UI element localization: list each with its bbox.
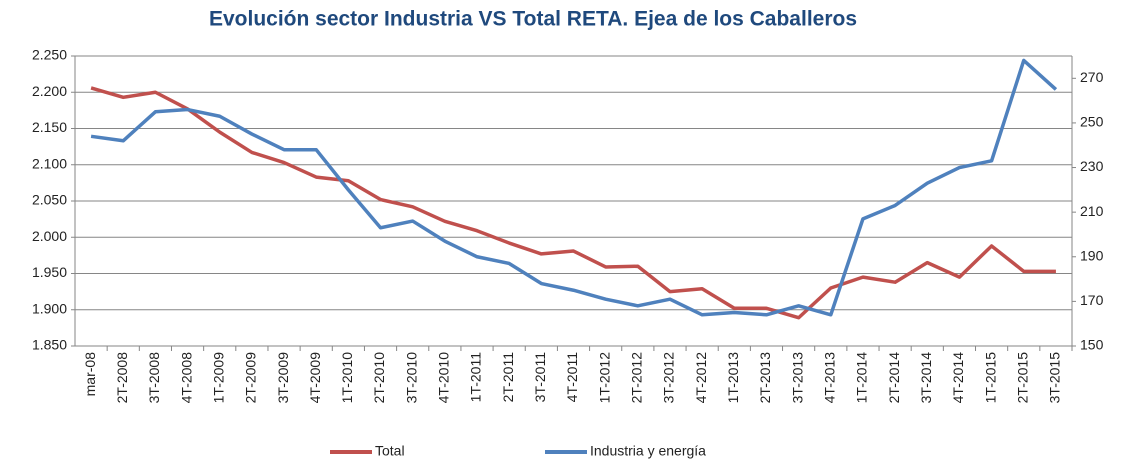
x-tick-label: 2T-2012 [629,352,645,404]
x-tick-label: mar-08 [82,352,98,397]
y2-tick-label: 150 [1080,337,1104,353]
x-tick-label: 2T-2015 [1014,352,1030,404]
y-tick-label: 1.950 [32,264,67,280]
x-tick-label: 3T-2014 [918,352,934,404]
x-tick-label: 4T-2010 [436,352,452,404]
x-tick-label: 1T-2012 [596,352,612,404]
x-tick-label: 4T-2012 [693,352,709,404]
x-tick-label: 2T-2013 [757,352,773,404]
y2-tick-label: 210 [1080,203,1104,219]
y-tick-label: 2.200 [32,83,67,99]
x-tick-label: 4T-2011 [564,352,580,403]
y-tick-label: 2.050 [32,192,67,208]
x-tick-label: 1T-2013 [725,352,741,404]
x-tick-label: 1T-2014 [854,352,870,404]
x-tick-label: 1T-2009 [210,352,226,404]
x-tick-label: 2T-2014 [886,352,902,404]
x-tick-label: 3T-2009 [275,352,291,404]
legend-label: Total [375,443,405,459]
chart-title: Evolución sector Industria VS Total RETA… [209,8,857,31]
x-tick-label: 4T-2008 [178,352,194,404]
x-tick-label: 3T-2010 [403,352,419,404]
y-tick-label: 2.250 [32,47,67,63]
series-line [90,86,1056,320]
y2-tick-label: 250 [1080,114,1104,130]
x-tick-label: 3T-2008 [146,352,162,404]
y2-tick-label: 190 [1080,247,1104,263]
x-tick-label: 2T-2009 [243,352,259,404]
y2-tick-label: 170 [1080,292,1104,308]
y-tick-label: 1.900 [32,300,67,316]
x-tick-label: 2T-2008 [114,352,130,404]
y-tick-label: 2.000 [32,228,67,244]
x-tick-label: 4T-2013 [821,352,837,404]
y-tick-label: 2.150 [32,119,67,135]
y-tick-label: 2.100 [32,155,67,171]
legend-label: Industria y energía [590,443,706,459]
y2-tick-label: 270 [1080,69,1104,85]
series-line [90,58,1058,317]
x-tick-label: 1T-2015 [982,352,998,404]
x-tick-label: 1T-2010 [339,352,355,404]
x-tick-label: 4T-2009 [307,352,323,404]
x-tick-label: 4T-2014 [950,352,966,404]
x-tick-label: 1T-2011 [468,352,484,403]
x-tick-label: 3T-2015 [1047,352,1063,404]
x-tick-label: 2T-2010 [371,352,387,404]
x-tick-label: 2T-2011 [500,352,516,403]
x-tick-label: 3T-2011 [532,352,548,403]
x-tick-label: 3T-2013 [789,352,805,404]
y2-tick-label: 230 [1080,158,1104,174]
y-tick-label: 1.850 [32,337,67,353]
x-tick-label: 3T-2012 [661,352,677,404]
